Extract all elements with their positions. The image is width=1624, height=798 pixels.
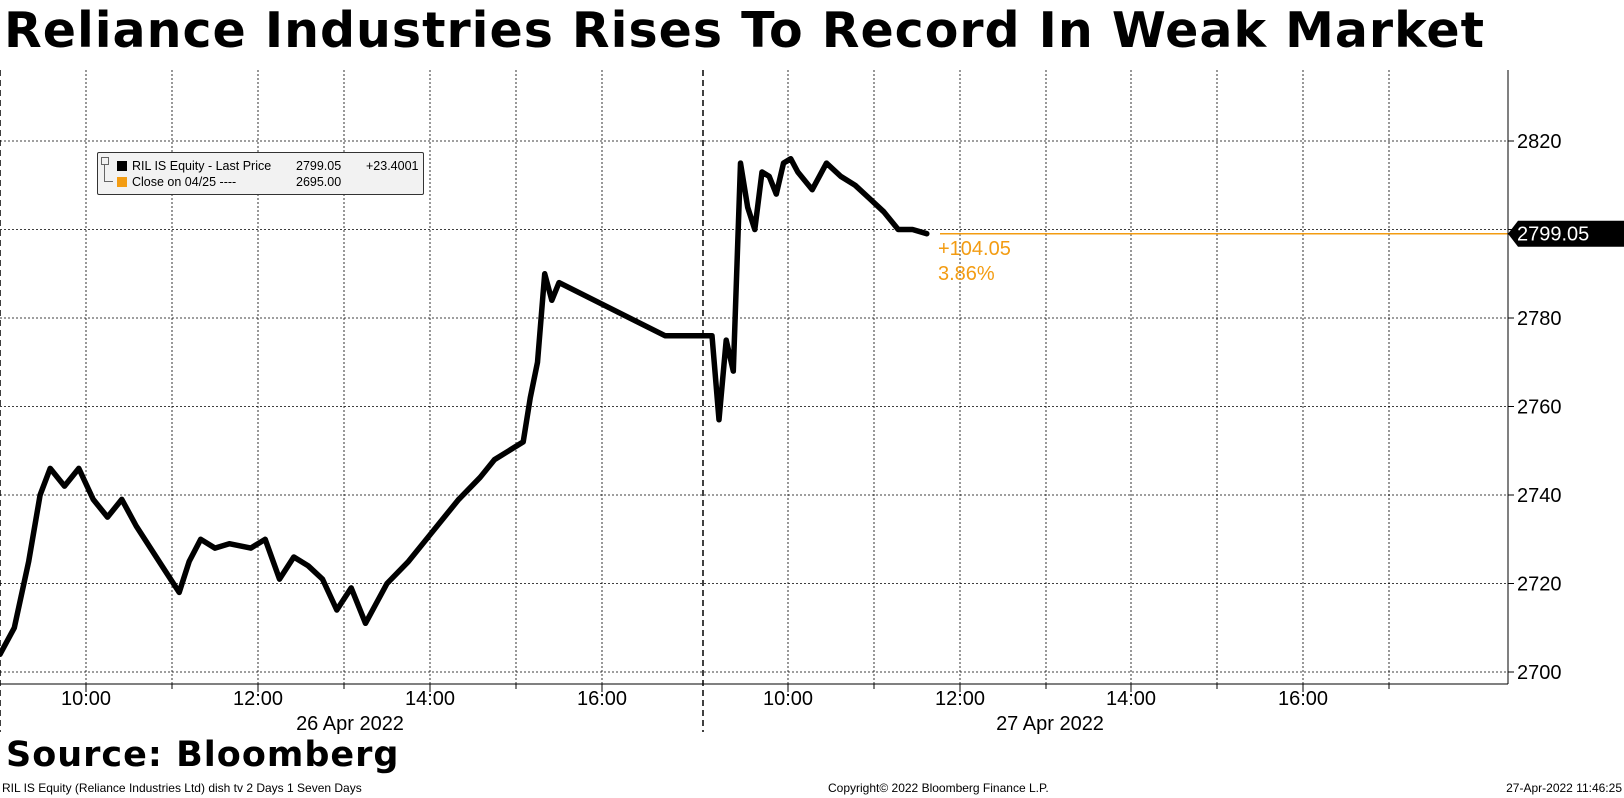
legend-item-value: 2695.00 [296, 175, 342, 189]
last-price-label: 2799.05 [1508, 220, 1624, 247]
annotation-change: +104.05 [938, 238, 1011, 260]
y-axis-ticks: 2700272027402760278028002820 [1508, 131, 1562, 684]
y-tick-label: 2760 [1517, 397, 1562, 419]
y-tick-label: 2740 [1517, 485, 1562, 507]
legend-item-name: RIL IS Equity - Last Price [132, 159, 272, 173]
y-tick-label: 2700 [1517, 662, 1562, 684]
footer-copyright: Copyright© 2022 Bloomberg Finance L.P. [828, 781, 1049, 795]
legend-swatch-orange [117, 177, 127, 187]
footer-description: RIL IS Equity (Reliance Industries Ltd) … [2, 781, 362, 795]
annotation-pct: 3.86% [938, 263, 995, 285]
legend-collapse-icon[interactable] [101, 157, 109, 165]
x-tick-label: 10:00 [61, 688, 111, 710]
x-tick-label: 14:00 [1106, 688, 1156, 710]
legend-item-change: +23.4001 [366, 159, 419, 173]
last-price-text: 2799.05 [1517, 224, 1589, 246]
x-tick-label: 14:00 [405, 688, 455, 710]
y-tick-label: 2780 [1517, 308, 1562, 330]
x-tick-label: 12:00 [935, 688, 985, 710]
x-tick-label: 10:00 [763, 688, 813, 710]
x-tick-label: 12:00 [233, 688, 283, 710]
legend-item-value: 2799.05 [296, 159, 342, 173]
date-label: 27 Apr 2022 [996, 713, 1104, 735]
legend: RIL IS Equity - Last Price 2799.05 +23.4… [97, 152, 424, 195]
legend-tree-connector [104, 159, 113, 182]
footer-timestamp: 27-Apr-2022 11:46:25 [1506, 781, 1622, 795]
legend-item-close: Close on 04/25 ---- 2695.00 [98, 174, 423, 190]
source-label: Source: Bloomberg [6, 735, 400, 775]
x-tick-label: 16:00 [1278, 688, 1328, 710]
y-tick-label: 2820 [1517, 131, 1562, 153]
price-series-line [0, 155, 930, 658]
date-label: 26 Apr 2022 [296, 713, 404, 735]
legend-item-name: Close on 04/25 ---- [132, 175, 237, 189]
last-price-tag [1508, 220, 1624, 247]
x-tick-label: 16:00 [577, 688, 627, 710]
chart-title: Reliance Industries Rises To Record In W… [4, 2, 1486, 59]
y-tick-label: 2720 [1517, 574, 1562, 596]
legend-item-last-price: RIL IS Equity - Last Price 2799.05 +23.4… [98, 158, 423, 174]
legend-swatch-black [117, 161, 127, 171]
x-axis-ticks: 10:00 12:00 14:00 16:00 10:00 12:00 14:00 16:00… [61, 684, 1390, 735]
